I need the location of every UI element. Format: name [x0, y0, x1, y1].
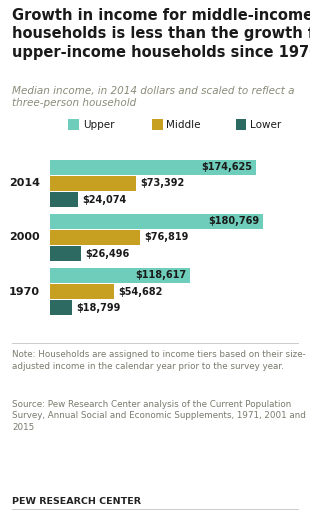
Text: Growth in income for middle-income
households is less than the growth for
upper-: Growth in income for middle-income house…	[12, 8, 310, 60]
Text: 2014: 2014	[9, 179, 40, 188]
Bar	[50, 300, 72, 315]
Text: $18,799: $18,799	[76, 303, 120, 313]
Text: Lower: Lower	[250, 119, 281, 130]
Text: $54,682: $54,682	[118, 286, 163, 296]
Bar	[50, 214, 264, 229]
Bar	[50, 284, 114, 299]
Text: 2000: 2000	[10, 233, 40, 242]
Text: Median income, in 2014 dollars and scaled to reflect a
three-person household: Median income, in 2014 dollars and scale…	[12, 86, 295, 108]
Text: PEW RESEARCH CENTER: PEW RESEARCH CENTER	[12, 497, 141, 506]
Bar	[50, 268, 190, 283]
Bar	[50, 192, 78, 207]
Text: $24,074: $24,074	[82, 195, 126, 204]
Bar	[50, 230, 140, 245]
Text: $76,819: $76,819	[144, 233, 189, 242]
Text: Middle: Middle	[166, 119, 201, 130]
Text: $73,392: $73,392	[140, 179, 185, 188]
Text: 1970: 1970	[9, 286, 40, 296]
Text: Source: Pew Research Center analysis of the Current Population
Survey, Annual So: Source: Pew Research Center analysis of …	[12, 400, 306, 431]
Text: Upper: Upper	[83, 119, 114, 130]
Bar	[50, 160, 256, 175]
Text: $26,496: $26,496	[85, 249, 129, 258]
Bar	[50, 176, 136, 191]
Bar	[50, 246, 81, 261]
Text: $180,769: $180,769	[209, 216, 260, 226]
Text: $174,625: $174,625	[202, 162, 253, 172]
Text: $118,617: $118,617	[135, 270, 186, 280]
Text: Note: Households are assigned to income tiers based on their size-
adjusted inco: Note: Households are assigned to income …	[12, 350, 306, 371]
